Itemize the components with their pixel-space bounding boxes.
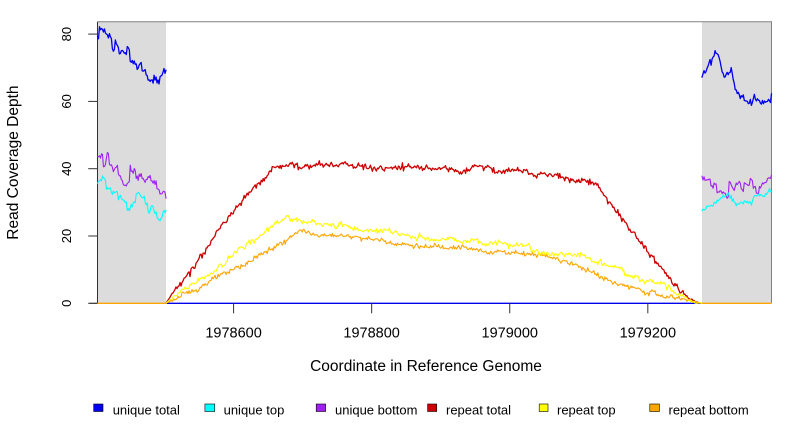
svg-text:1979000: 1979000 xyxy=(482,325,538,341)
svg-text:1978800: 1978800 xyxy=(343,325,399,341)
svg-text:unique top: unique top xyxy=(224,402,285,417)
svg-text:Read Coverage Depth: Read Coverage Depth xyxy=(5,85,22,239)
svg-text:80: 80 xyxy=(59,27,74,41)
svg-text:unique total: unique total xyxy=(113,402,180,417)
svg-text:Coordinate in Reference Genome: Coordinate in Reference Genome xyxy=(310,358,542,375)
svg-text:repeat top: repeat top xyxy=(557,402,616,417)
svg-text:repeat bottom: repeat bottom xyxy=(669,402,749,417)
svg-text:1978600: 1978600 xyxy=(205,325,261,341)
svg-text:repeat total: repeat total xyxy=(446,402,511,417)
svg-text:20: 20 xyxy=(59,229,74,243)
svg-text:40: 40 xyxy=(59,161,74,175)
svg-text:0: 0 xyxy=(59,300,74,307)
svg-text:unique bottom: unique bottom xyxy=(335,402,417,417)
svg-text:60: 60 xyxy=(59,94,74,108)
svg-text:1979200: 1979200 xyxy=(620,325,676,341)
